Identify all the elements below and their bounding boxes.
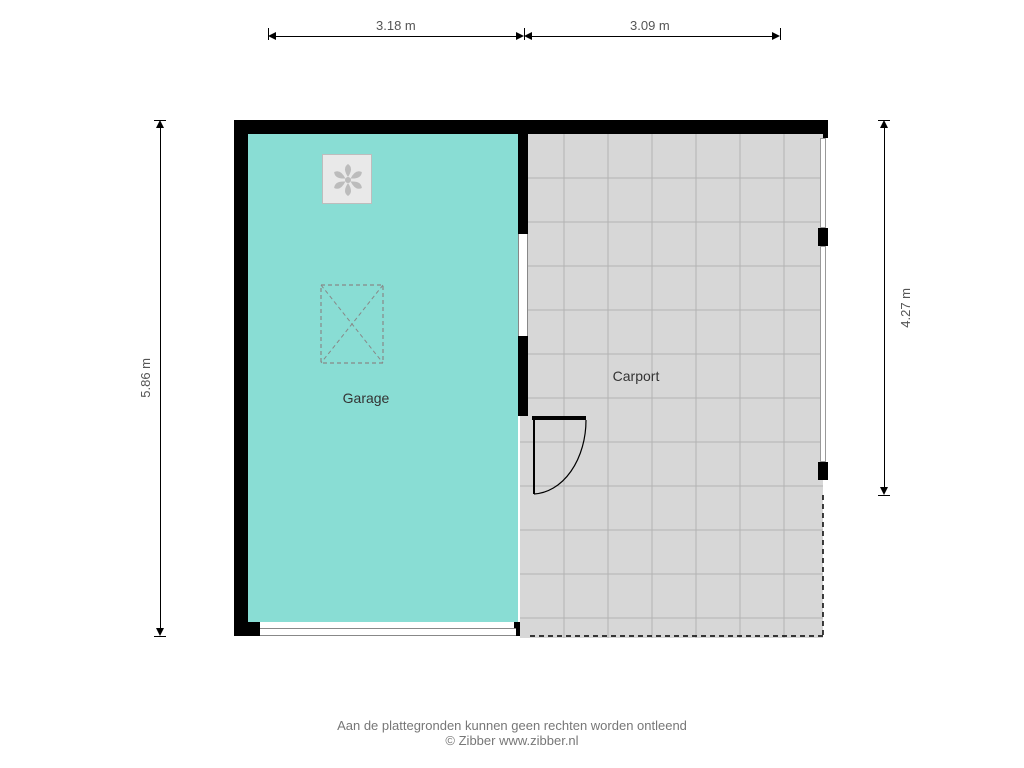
arrow-icon xyxy=(516,32,524,40)
wall-interior-1 xyxy=(518,134,528,234)
dim-top-2-line xyxy=(532,36,772,37)
arrow-icon xyxy=(268,32,276,40)
attic-hatch xyxy=(320,284,384,364)
boiler-unit xyxy=(322,154,372,204)
dim-top-1-label: 3.18 m xyxy=(376,18,416,33)
dim-tick xyxy=(154,636,166,637)
dim-tick xyxy=(878,120,890,121)
arrow-icon xyxy=(156,120,164,128)
floorplan-canvas: 3.18 m 3.09 m 5.86 m 4.27 m xyxy=(0,0,1024,768)
wall-right-post-2 xyxy=(818,462,828,480)
room-carport xyxy=(520,134,823,638)
dim-top-2-label: 3.09 m xyxy=(630,18,670,33)
garage-label: Garage xyxy=(343,390,390,406)
arrow-icon xyxy=(524,32,532,40)
wall-bottom-left-stub xyxy=(234,622,260,636)
dim-left-line xyxy=(160,128,161,628)
arrow-icon xyxy=(880,487,888,495)
wall-interior-2 xyxy=(518,336,528,416)
arrow-icon xyxy=(880,120,888,128)
footer-line-1: Aan de plattegronden kunnen geen rechten… xyxy=(337,718,687,733)
wall-top xyxy=(234,120,828,134)
door-swing xyxy=(528,416,608,506)
arrow-icon xyxy=(772,32,780,40)
dim-right-label: 4.27 m xyxy=(898,288,913,328)
dim-top-1-line xyxy=(276,36,516,37)
fan-icon xyxy=(323,155,373,205)
wall-right-post-1 xyxy=(818,228,828,246)
carport-label: Carport xyxy=(613,368,660,384)
dim-tick xyxy=(878,495,890,496)
interior-opening-line xyxy=(518,234,528,336)
arrow-icon xyxy=(156,628,164,636)
dim-tick xyxy=(780,28,781,40)
footer-line-2: © Zibber www.zibber.nl xyxy=(337,733,687,748)
room-garage xyxy=(248,134,518,622)
wall-left xyxy=(234,120,248,636)
dim-left-label: 5.86 m xyxy=(138,358,153,398)
right-rail-2 xyxy=(820,246,826,462)
footer-text: Aan de plattegronden kunnen geen rechten… xyxy=(337,718,687,748)
dim-tick xyxy=(154,120,166,121)
dim-tick xyxy=(268,28,269,40)
right-rail-1 xyxy=(820,138,826,228)
garage-door xyxy=(260,628,516,636)
dim-right-line xyxy=(884,128,885,487)
